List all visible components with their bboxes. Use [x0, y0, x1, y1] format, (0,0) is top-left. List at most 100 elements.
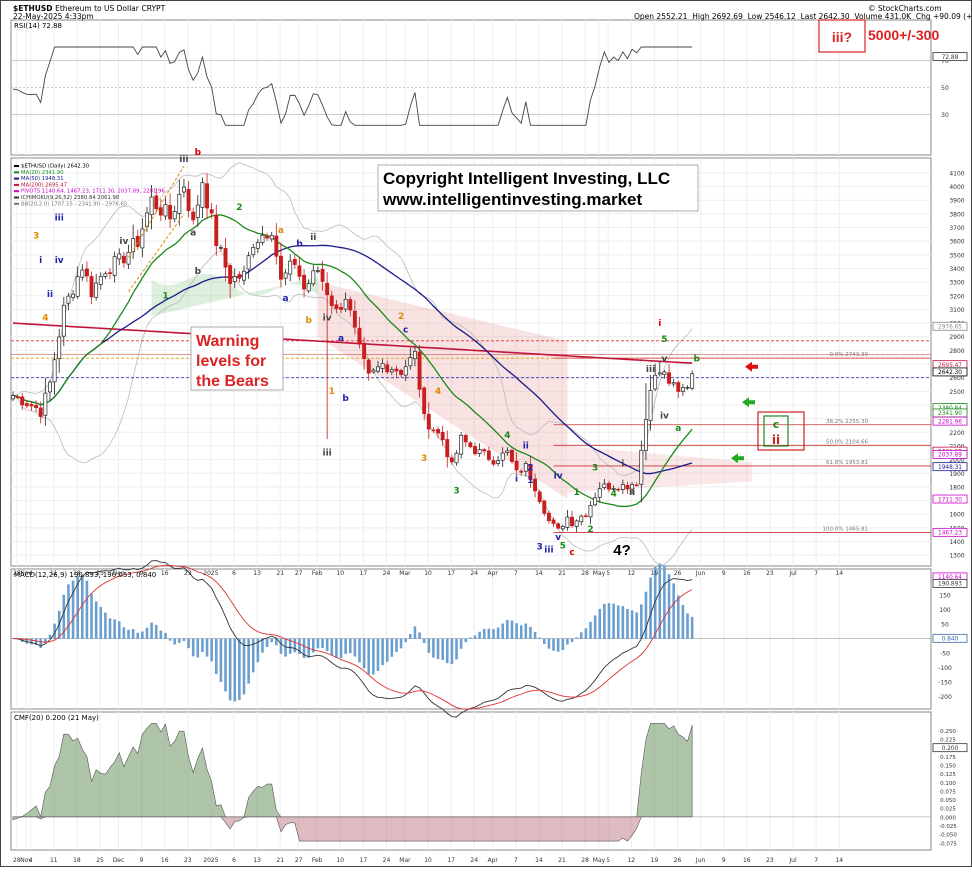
macd-histogram-bar: [451, 639, 454, 665]
macd-histogram-bar: [617, 605, 620, 638]
x-tick-label-bottom: 27: [295, 857, 303, 864]
cmf-tick: 0.250: [940, 729, 956, 735]
warning-text: levels for: [196, 353, 266, 370]
candle-body: [677, 383, 680, 392]
candle-body: [182, 187, 185, 192]
x-tick-label: 13: [253, 570, 261, 577]
wave-label: i: [621, 459, 624, 469]
x-tick-label-bottom: 7: [814, 857, 818, 864]
macd-histogram-bar: [598, 609, 601, 639]
change-value: Chg +90.09 (+3.53%): [916, 12, 972, 21]
candle-body: [570, 517, 573, 526]
wave-label: i: [515, 474, 518, 484]
candle-body: [409, 358, 412, 366]
macd-histogram-bar: [525, 623, 528, 638]
x-tick-label-bottom: 9: [722, 857, 726, 864]
warning-text: Warning: [196, 333, 259, 350]
price-tag-label: 72.88: [942, 55, 959, 61]
price-tick: 2900: [949, 334, 964, 341]
candle-body: [108, 273, 111, 274]
candle-body: [266, 236, 269, 238]
macd-histogram-bar: [363, 639, 366, 669]
macd-histogram-bar: [515, 623, 518, 639]
macd-histogram-bar: [400, 639, 403, 649]
macd-histogram-bar: [575, 638, 578, 639]
candle-body: [478, 450, 481, 454]
macd-histogram-bar: [469, 638, 472, 639]
wave-label: iv: [119, 237, 128, 247]
x-tick-label: 23: [184, 570, 192, 577]
macd-histogram-bar: [594, 615, 597, 638]
macd-histogram-bar: [86, 581, 89, 639]
x-tick-label: Mar: [399, 570, 411, 577]
macd-tick: 50: [941, 622, 949, 629]
wave-label: 4: [610, 489, 616, 499]
ii-box-c: c: [773, 418, 780, 431]
macd-histogram-bar: [580, 632, 583, 639]
candle-body: [561, 526, 564, 528]
price-tick: 3600: [949, 239, 964, 246]
macd-histogram-bar: [395, 639, 398, 652]
macd-histogram-bar: [164, 633, 167, 639]
x-tick-label: Dec: [113, 570, 125, 577]
x-tick-label: 17: [360, 570, 368, 577]
cmf-tick: 0.225: [940, 738, 956, 744]
candle-body: [159, 208, 162, 216]
warning-text: the Bears: [196, 373, 269, 390]
x-tick-label-bottom: 12: [627, 857, 635, 864]
low-value: Low 2546.12: [748, 12, 796, 21]
fib-label: 38.2% 2255.30: [826, 419, 868, 425]
x-tick-label-bottom: 28: [581, 857, 589, 864]
macd-histogram-bar: [672, 583, 675, 638]
macd-histogram-bar: [464, 639, 467, 643]
wave4-label: 4?: [613, 542, 631, 559]
x-tick-label-bottom: 26: [674, 857, 682, 864]
candle-body: [450, 458, 453, 462]
macd-histogram-bar: [317, 639, 320, 649]
x-tick-label: 12: [627, 570, 635, 577]
x-tick-label-bottom: 13: [253, 857, 261, 864]
cmf-tick: 0.075: [940, 789, 956, 795]
candle-body: [95, 283, 98, 297]
legend-swatch: [14, 165, 19, 167]
candle-body: [547, 513, 550, 521]
candle-body: [21, 397, 24, 405]
candle-body: [335, 305, 338, 309]
x-tick-label-bottom: 5: [606, 857, 610, 864]
wave-label: 4: [504, 431, 510, 441]
x-tick-label: Jun: [695, 570, 706, 577]
wave-label: ii: [310, 233, 316, 243]
wave-label: 5: [661, 335, 667, 345]
macd-histogram-bar: [113, 619, 116, 639]
candle-body: [71, 294, 74, 297]
macd-histogram-bar: [557, 639, 560, 652]
x-tick-label: Apr: [488, 570, 499, 577]
open-value: Open 2552.21: [634, 12, 687, 21]
wave-label: iv: [660, 412, 669, 422]
macd-histogram-bar: [146, 628, 149, 639]
wave-label: 3: [537, 543, 543, 553]
x-tick-label: 7: [514, 570, 518, 577]
candle-body: [289, 261, 292, 274]
x-tick-label: 16: [161, 570, 169, 577]
x-tick-label: 27: [295, 570, 303, 577]
macd-histogram-bar: [187, 639, 190, 649]
candle-body: [358, 328, 361, 344]
copyright-line2: www.intelligentinvesting.market: [382, 190, 642, 209]
macd-histogram-bar: [520, 625, 523, 639]
x-tick-label: 5: [606, 570, 610, 577]
cmf-tick: 0.175: [940, 755, 956, 761]
macd-histogram-bar: [497, 628, 500, 639]
candle-body: [686, 387, 689, 388]
x-tick-label-bottom: 25: [96, 857, 104, 864]
macd-histogram-bar: [552, 639, 555, 651]
candle-body: [515, 461, 518, 470]
price-tick: 4000: [949, 184, 964, 191]
x-tick-label: 9: [140, 570, 144, 577]
x-tick-label-bottom: 10: [336, 857, 344, 864]
macd-histogram-bar: [367, 639, 370, 675]
candle-body: [307, 284, 310, 291]
macd-histogram-bar: [72, 580, 75, 638]
x-tick-label-bottom: 6: [232, 857, 236, 864]
price-tag-label: 1711.30: [938, 497, 962, 503]
